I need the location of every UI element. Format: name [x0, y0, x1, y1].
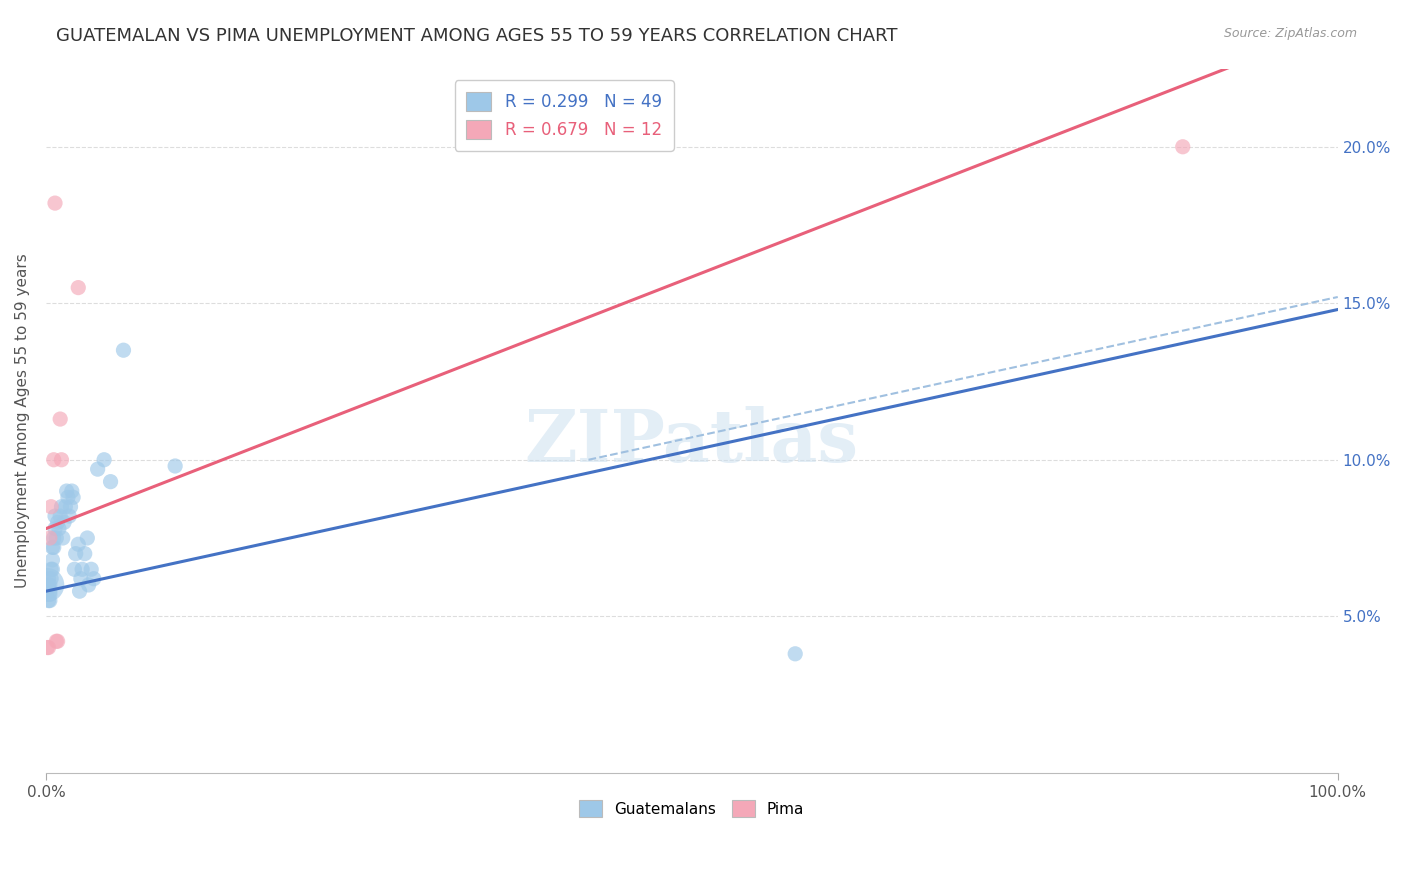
Point [38, 531, 60, 545]
Point [83, 572, 105, 586]
Point [58, 509, 80, 524]
Point [93, 452, 115, 467]
Point [38, 587, 60, 601]
Point [46, 516, 69, 530]
Point [38, 593, 60, 607]
Point [42, 541, 65, 555]
Point [112, 343, 135, 358]
Y-axis label: Unemployment Among Ages 55 to 59 years: Unemployment Among Ages 55 to 59 years [15, 253, 30, 588]
Point [59, 500, 82, 514]
Point [38, 578, 60, 592]
Point [1171, 140, 1194, 154]
Point [39, 500, 62, 514]
Point [67, 537, 90, 551]
Point [44, 522, 66, 536]
Point [73, 547, 96, 561]
Point [63, 562, 86, 576]
Point [51, 500, 73, 514]
Point [37, 640, 59, 655]
Point [53, 516, 76, 530]
Text: Source: ZipAtlas.com: Source: ZipAtlas.com [1223, 27, 1357, 40]
Text: GUATEMALAN VS PIMA UNEMPLOYMENT AMONG AGES 55 TO 59 YEARS CORRELATION CHART: GUATEMALAN VS PIMA UNEMPLOYMENT AMONG AG… [56, 27, 898, 45]
Point [65, 547, 87, 561]
Point [52, 531, 75, 545]
Point [41, 541, 63, 555]
Point [100, 475, 122, 489]
Point [39, 562, 62, 576]
Point [45, 531, 67, 545]
Point [70, 572, 93, 586]
Point [37, 578, 59, 592]
Point [48, 522, 70, 536]
Point [46, 634, 69, 648]
Point [785, 647, 807, 661]
Point [42, 452, 65, 467]
Point [60, 484, 83, 499]
Point [76, 531, 98, 545]
Point [38, 578, 60, 592]
Point [38, 640, 60, 655]
Point [69, 584, 91, 599]
Point [38, 572, 60, 586]
Point [49, 412, 72, 426]
Point [51, 452, 73, 467]
Point [67, 280, 90, 294]
Point [45, 634, 67, 648]
Point [62, 491, 84, 505]
Legend: Guatemalans, Pima: Guatemalans, Pima [572, 792, 811, 825]
Point [86, 462, 108, 476]
Point [44, 509, 66, 524]
Point [80, 562, 103, 576]
Point [44, 196, 66, 211]
Point [70, 562, 93, 576]
Point [38, 584, 60, 599]
Point [165, 458, 187, 473]
Point [49, 509, 72, 524]
Point [42, 531, 65, 545]
Text: ZIPatlas: ZIPatlas [524, 406, 859, 477]
Point [37, 584, 59, 599]
Point [41, 553, 63, 567]
Point [56, 491, 79, 505]
Point [41, 562, 63, 576]
Point [53, 500, 76, 514]
Point [77, 578, 100, 592]
Point [38, 593, 60, 607]
Point [39, 572, 62, 586]
Point [55, 484, 77, 499]
